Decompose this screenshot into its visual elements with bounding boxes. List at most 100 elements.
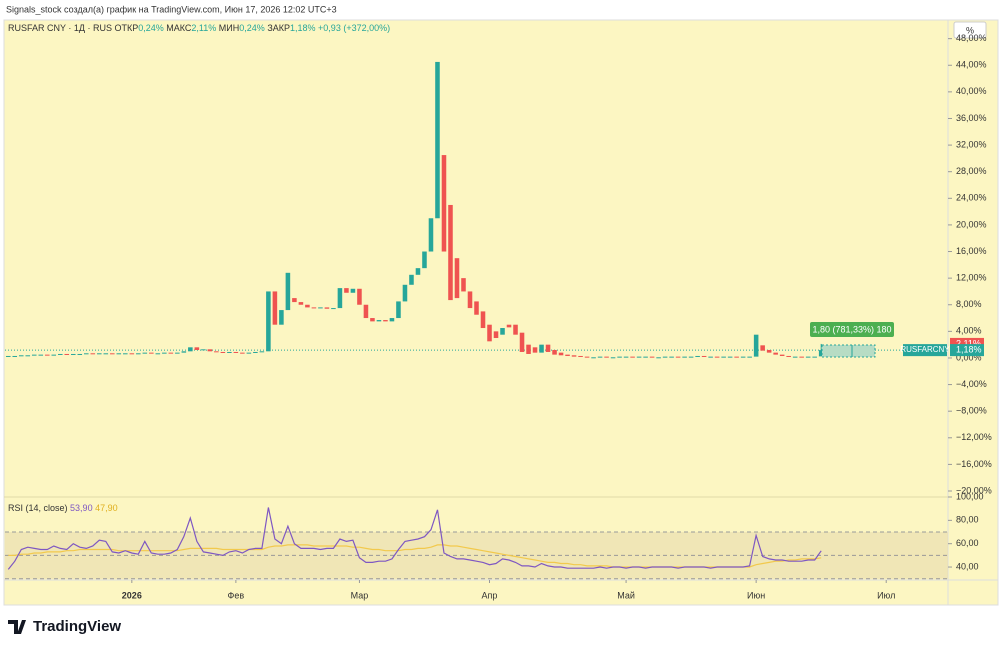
candle [500,328,505,335]
candle [389,318,395,322]
x-tick-label: Май [617,590,635,600]
candle [760,345,765,351]
y-tick-label: 20,00% [956,219,987,229]
candle [220,351,226,353]
candle [292,298,297,303]
candle [604,356,609,358]
legend-value: 0,24% [239,23,265,33]
candle [662,356,668,358]
candle [818,350,824,357]
candle [370,318,375,322]
candle [740,356,746,358]
legend-label: МАКС [166,23,192,33]
candle [526,344,531,354]
candle [402,284,408,302]
y-tick-label: 44,00% [956,60,987,70]
candle [272,291,278,325]
rsi-line [7,507,822,570]
candle [324,307,330,309]
candle [721,356,726,358]
symbol-tag: RUSFARCNY [900,345,950,354]
candle [344,288,349,293]
candle [513,324,518,335]
rsi-y-tick-label: 60,00 [956,538,979,548]
candle [552,349,557,355]
scale-button-label[interactable]: % [966,25,974,35]
y-tick-label: 32,00% [956,139,987,149]
candle [279,310,284,325]
candle [77,353,83,355]
candle [376,320,382,322]
candle [643,356,648,358]
candle [116,353,122,355]
candle [688,356,694,358]
y-tick-label: 28,00% [956,166,987,176]
candle [31,354,37,356]
y-tick-label: 16,00% [956,246,987,256]
candle [18,355,24,357]
candle [383,320,388,322]
legend-value: 0,24% [138,23,164,33]
y-tick-label: 4,00% [956,326,982,336]
candle [519,332,525,352]
candle [467,291,473,309]
x-tick-label: 2026 [122,590,142,600]
candle [727,356,733,358]
candle [753,334,759,357]
y-tick-label: 48,00% [956,33,987,43]
candle [539,344,544,353]
annotation-box [810,322,894,337]
candle [103,353,109,355]
candle [409,274,414,285]
candle [194,347,200,350]
candle [227,351,232,353]
candle [428,218,434,252]
candle [253,351,258,353]
candle [162,352,167,354]
y-tick-label: −16,00% [956,459,992,469]
candle [357,288,362,305]
candle [441,155,447,252]
candle [337,288,343,309]
scale-button[interactable] [953,21,987,39]
candle [565,354,570,356]
candle [25,355,31,357]
candle [695,355,700,357]
candle [350,288,356,293]
candle [773,352,778,355]
candle [799,356,804,358]
y-tick-label: 12,00% [956,273,987,283]
candle [779,354,785,356]
rsi-y-tick-label: 40,00 [956,561,979,571]
candle [64,353,70,355]
candle [207,349,213,352]
projection-box [821,344,876,358]
y-tick-label: 8,00% [956,299,982,309]
candle [51,354,57,356]
candle [578,355,583,357]
candle [636,356,642,358]
candle [766,349,772,353]
x-tick-label: Фев [228,590,245,600]
rsi-y-tick-label: 100,00 [956,491,984,501]
candle [311,307,317,309]
candle [792,356,798,358]
candle [266,291,271,352]
rsi-value: 53,90 [70,503,93,513]
candle [84,353,89,355]
rsi-ma-value: 47,90 [95,503,118,513]
candle [97,353,102,355]
candle [71,353,76,355]
y-tick-label: −12,00% [956,432,992,442]
candle [532,347,538,353]
candle [461,278,466,292]
candle [129,353,135,355]
candle [136,353,141,355]
price-label: 2,11% [956,338,981,348]
logo: TradingView [8,618,121,635]
x-tick-label: Июн [747,590,765,600]
candle [708,356,713,358]
candle [123,353,128,355]
legend-value: 1,18% [290,23,316,33]
